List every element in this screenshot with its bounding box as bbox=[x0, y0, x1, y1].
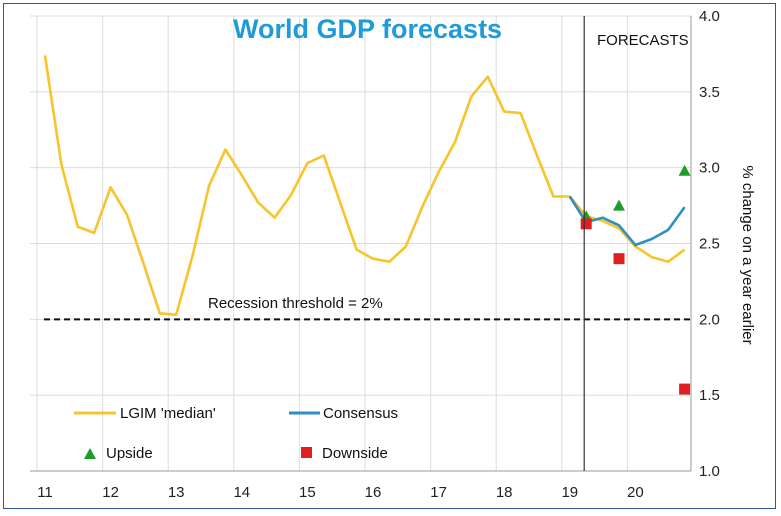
y-tick-label-3: 2.5 bbox=[699, 236, 720, 253]
y-tick-label-4: 3.0 bbox=[699, 160, 720, 177]
downside-marker-1 bbox=[613, 253, 625, 265]
x-tick-label-2: 13 bbox=[168, 484, 185, 501]
x-tick-label-1: 12 bbox=[102, 484, 119, 501]
y-tick-label-2: 2.0 bbox=[699, 311, 720, 328]
x-tick-label-5: 16 bbox=[365, 484, 382, 501]
y-tick-label-5: 3.5 bbox=[699, 84, 720, 101]
legend-label-consensus: Consensus bbox=[323, 405, 398, 422]
x-tick-label-4: 15 bbox=[299, 484, 316, 501]
x-tick-label-9: 20 bbox=[627, 484, 644, 501]
upside-marker-2 bbox=[678, 164, 691, 176]
legend-label-upside: Upside bbox=[106, 445, 153, 462]
legend-label-lgim: LGIM 'median' bbox=[120, 405, 216, 422]
legend-swatch-downside bbox=[301, 447, 312, 458]
chart-frame bbox=[3, 3, 776, 509]
x-tick-label-3: 14 bbox=[233, 484, 250, 501]
y-tick-label-6: 4.0 bbox=[699, 8, 720, 25]
x-tick-label-8: 19 bbox=[561, 484, 578, 501]
legend-swatch-upside bbox=[84, 448, 96, 459]
series-line-0 bbox=[43, 55, 686, 317]
downside-marker-2 bbox=[679, 383, 691, 395]
y-axis-label: % change on a year earlier bbox=[739, 165, 756, 344]
chart-title: World GDP forecasts bbox=[233, 14, 502, 44]
markers-group bbox=[580, 164, 691, 395]
grid-lines bbox=[30, 15, 691, 472]
axis-group: 1.0 1.5 2.0 2.5 3.0 3.5 4.0 11 12 13 14 15 16 17 18 19 2… bbox=[30, 8, 720, 501]
forecast-label: FORECASTS bbox=[597, 32, 689, 49]
legend-label-downside: Downside bbox=[322, 445, 388, 462]
x-tick-label-7: 18 bbox=[496, 484, 513, 501]
y-tick-label-0: 1.0 bbox=[699, 463, 720, 480]
downside-marker-0 bbox=[580, 218, 592, 230]
x-tick-label-6: 17 bbox=[430, 484, 447, 501]
upside-marker-1 bbox=[613, 199, 625, 211]
legend: LGIM 'median' Consensus Upside Downside bbox=[74, 405, 398, 462]
y-tick-label-1: 1.5 bbox=[699, 387, 720, 404]
threshold-label: Recession threshold = 2% bbox=[208, 295, 383, 312]
x-tick-label-0: 11 bbox=[37, 484, 53, 501]
